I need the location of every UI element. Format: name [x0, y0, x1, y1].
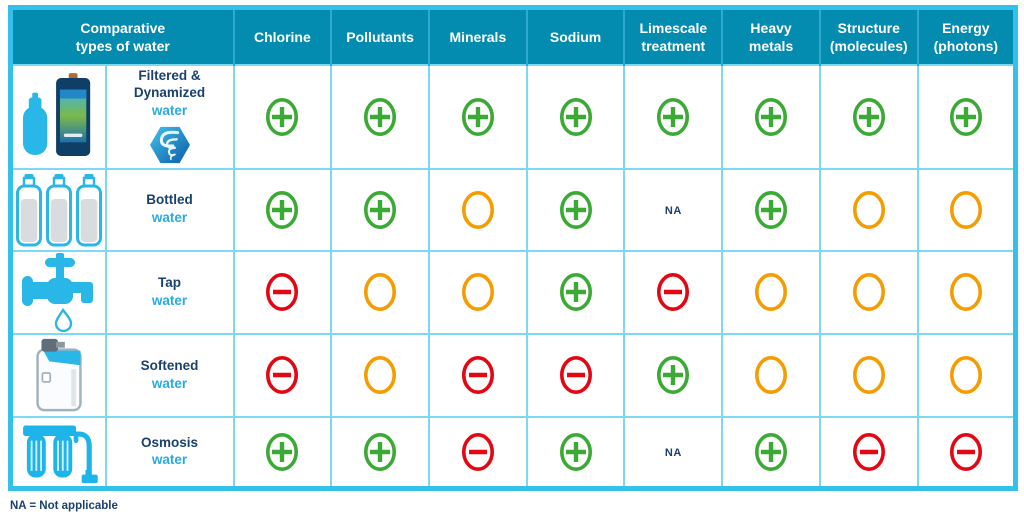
column-header-minerals: Minerals — [427, 7, 527, 65]
symbol-neutral-circle-icon — [427, 167, 528, 252]
water-type-name: Osmosis — [140, 434, 199, 450]
symbol-neutral-circle-icon — [818, 167, 919, 252]
symbol-plus-icon — [330, 167, 430, 252]
table-row: Bottled water NA — [9, 167, 1017, 252]
column-header-chlorine: Chlorine — [232, 7, 332, 65]
water-type-sub: water — [151, 452, 188, 468]
water-type-name: Softened — [140, 357, 199, 373]
symbol-plus-icon — [427, 63, 528, 170]
symbol-plus-icon — [818, 63, 919, 170]
symbol-neutral-circle-icon — [916, 167, 1017, 252]
symbol-plus-icon — [232, 167, 333, 252]
symbol-neutral-circle-icon — [818, 249, 919, 335]
symbol-neutral-circle-icon — [330, 249, 430, 335]
symbol-plus-icon — [232, 415, 333, 490]
symbol-neutral-circle-icon — [427, 249, 528, 335]
symbol-minus-icon — [916, 415, 1017, 490]
tap-icon — [9, 249, 107, 335]
symbol-plus-icon — [525, 167, 626, 252]
symbol-plus-icon — [623, 332, 724, 418]
symbol-plus-icon — [721, 415, 821, 490]
symbol-plus-icon — [525, 415, 626, 490]
water-type-name: Tap — [158, 274, 181, 290]
column-header-heavy-metals: Heavy metals — [721, 7, 820, 65]
water-type-label: Tap water — [104, 249, 235, 335]
symbol-plus-icon — [232, 63, 333, 170]
comparative-water-infographic: Comparative types of water Chlorine Poll… — [8, 5, 1018, 512]
table-row: Filtered & Dynamized water — [9, 63, 1017, 170]
header-row: Comparative types of water Chlorine Poll… — [10, 7, 1016, 65]
column-header-energy-photons: Energy (photons) — [916, 7, 1016, 65]
symbol-minus-icon — [427, 332, 528, 418]
water-type-label: Osmosis water — [104, 415, 235, 490]
symbol-plus-icon — [623, 63, 724, 170]
symbol-minus-icon — [623, 249, 724, 335]
column-header-limescale-treatment: Limescale treatment — [623, 7, 723, 65]
symbol-plus-icon — [330, 63, 430, 170]
column-header-sodium: Sodium — [525, 7, 625, 65]
symbol-plus-icon — [525, 249, 626, 335]
symbol-neutral-circle-icon — [721, 249, 821, 335]
osmosis-icon — [9, 415, 107, 490]
table-body: Filtered & Dynamized water Bottled water NA T… — [9, 63, 1017, 490]
symbol-minus-icon — [525, 332, 626, 418]
table-row: Softened water — [9, 332, 1017, 418]
symbol-minus-icon — [232, 249, 333, 335]
filter-dynamized-icon — [9, 63, 107, 170]
column-header-pollutants: Pollutants — [330, 7, 429, 65]
symbol-minus-icon — [427, 415, 528, 490]
table-row: Osmosis water NA — [9, 415, 1017, 490]
water-type-sub: water — [151, 375, 188, 391]
water-type-label: Softened water — [104, 332, 235, 418]
water-type-label: Filtered & Dynamized water — [104, 63, 235, 170]
dynamized-swirl-icon — [107, 125, 233, 165]
symbol-plus-icon — [525, 63, 626, 170]
water-type-sub: water — [151, 103, 188, 119]
symbol-neutral-circle-icon — [916, 249, 1017, 335]
water-softener-icon — [9, 332, 107, 418]
symbol-neutral-circle-icon — [330, 332, 430, 418]
na-footnote: NA = Not applicable — [10, 500, 118, 512]
symbol-neutral-circle-icon — [721, 332, 821, 418]
water-type-sub: water — [151, 210, 188, 226]
symbol-plus-icon — [330, 415, 430, 490]
symbol-plus-icon — [916, 63, 1017, 170]
table-row: Tap water — [9, 249, 1017, 335]
symbol-plus-icon — [721, 167, 821, 252]
symbol-minus-icon — [232, 332, 333, 418]
water-type-sub: water — [151, 292, 188, 308]
column-header-structure-molecules: Structure (molecules) — [818, 7, 918, 65]
water-type-name: Bottled — [146, 192, 193, 208]
symbol-neutral-circle-icon — [818, 332, 919, 418]
water-type-name: Filtered & Dynamized — [133, 68, 206, 101]
symbol-minus-icon — [818, 415, 919, 490]
corner-header: Comparative types of water — [10, 7, 234, 65]
comparative-water-table: Comparative types of water Chlorine Poll… — [8, 5, 1018, 491]
water-type-label: Bottled water — [104, 167, 235, 252]
na-label: NA — [623, 415, 724, 490]
symbol-neutral-circle-icon — [916, 332, 1017, 418]
symbol-plus-icon — [721, 63, 821, 170]
bottled-water-icon — [9, 167, 107, 252]
na-label: NA — [623, 167, 724, 252]
